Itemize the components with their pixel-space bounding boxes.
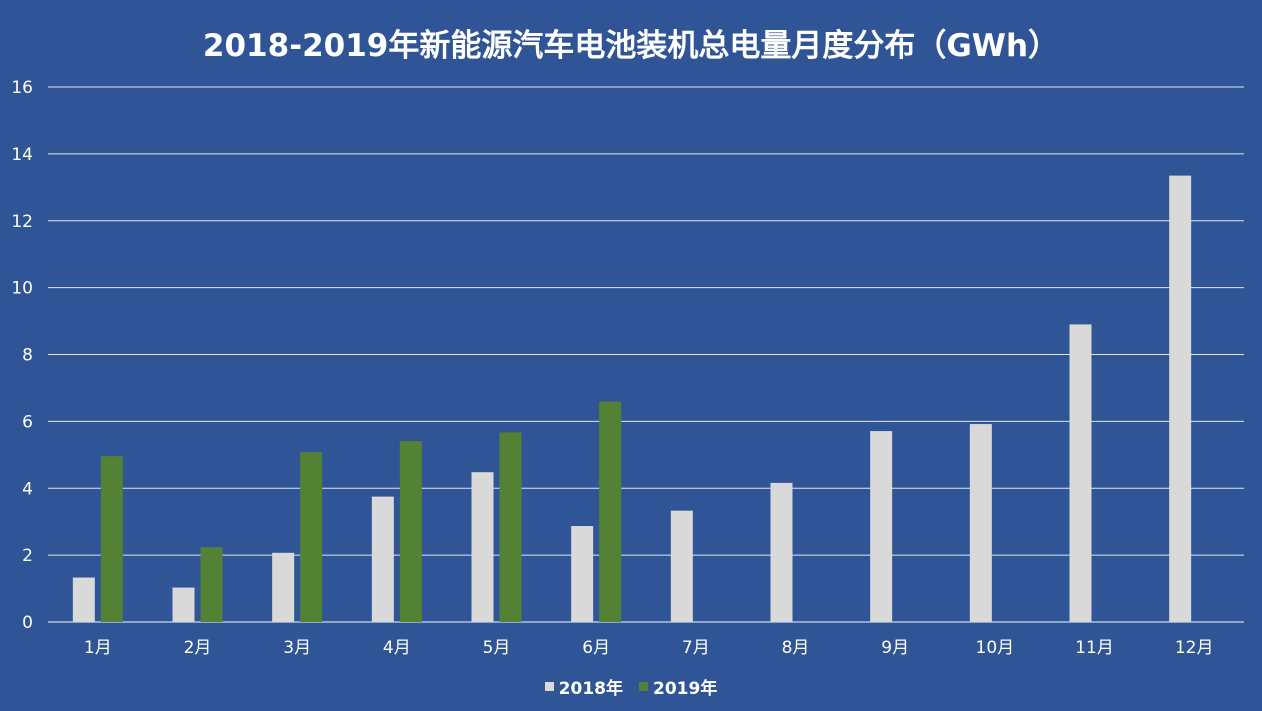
bar-series2 — [300, 452, 323, 622]
y-tick-label: 12 — [11, 212, 33, 232]
chart-legend: 2018年 2019年 — [0, 674, 1262, 699]
bar-series2 — [200, 547, 223, 622]
legend-item: 2019年 — [639, 674, 717, 699]
y-tick-label: 0 — [22, 613, 33, 633]
bar-series2 — [499, 432, 522, 622]
bar-series1 — [969, 424, 992, 622]
y-tick-label: 16 — [11, 78, 33, 98]
chart-title: 2018-2019年新能源汽车电池装机总电量月度分布（GWh） — [202, 28, 1060, 64]
bar-series1 — [471, 472, 494, 622]
bar-series1 — [172, 587, 195, 622]
bar-series1 — [571, 526, 594, 622]
bar-series1 — [371, 496, 394, 622]
bar-series1 — [1069, 324, 1092, 622]
bar-series1 — [72, 577, 95, 622]
x-tick-label: 4月 — [383, 638, 411, 658]
x-tick-label: 8月 — [782, 638, 810, 658]
y-tick-label: 10 — [11, 279, 33, 299]
x-tick-label: 6月 — [582, 638, 610, 658]
bar-series1 — [272, 552, 295, 622]
bar-series1 — [870, 431, 893, 622]
x-tick-label: 1月 — [84, 638, 112, 658]
y-tick-label: 14 — [11, 145, 33, 165]
bar-series2 — [399, 441, 422, 622]
bar-series1 — [670, 510, 693, 622]
bar-series2 — [100, 456, 123, 622]
x-tick-label: 10月 — [976, 638, 1015, 658]
y-tick-label: 2 — [22, 546, 33, 566]
x-tick-label: 2月 — [184, 638, 212, 658]
x-tick-label: 7月 — [682, 638, 710, 658]
y-tick-label: 4 — [22, 479, 33, 499]
legend-swatch — [639, 682, 648, 691]
y-tick-label: 6 — [22, 412, 33, 432]
legend-swatch — [544, 682, 554, 691]
bar-series1 — [770, 482, 793, 622]
x-tick-label: 11月 — [1075, 638, 1114, 658]
x-tick-label: 12月 — [1175, 638, 1214, 658]
bar-series1 — [1169, 175, 1192, 622]
x-tick-label: 9月 — [881, 638, 909, 658]
y-tick-label: 8 — [22, 346, 33, 366]
bar-series2 — [599, 401, 622, 622]
legend-item: 2018年 — [544, 674, 623, 699]
x-tick-label: 5月 — [483, 638, 511, 658]
x-tick-label: 3月 — [283, 638, 311, 658]
legend-label: 2019年 — [653, 679, 718, 699]
legend-label: 2018年 — [558, 679, 623, 699]
